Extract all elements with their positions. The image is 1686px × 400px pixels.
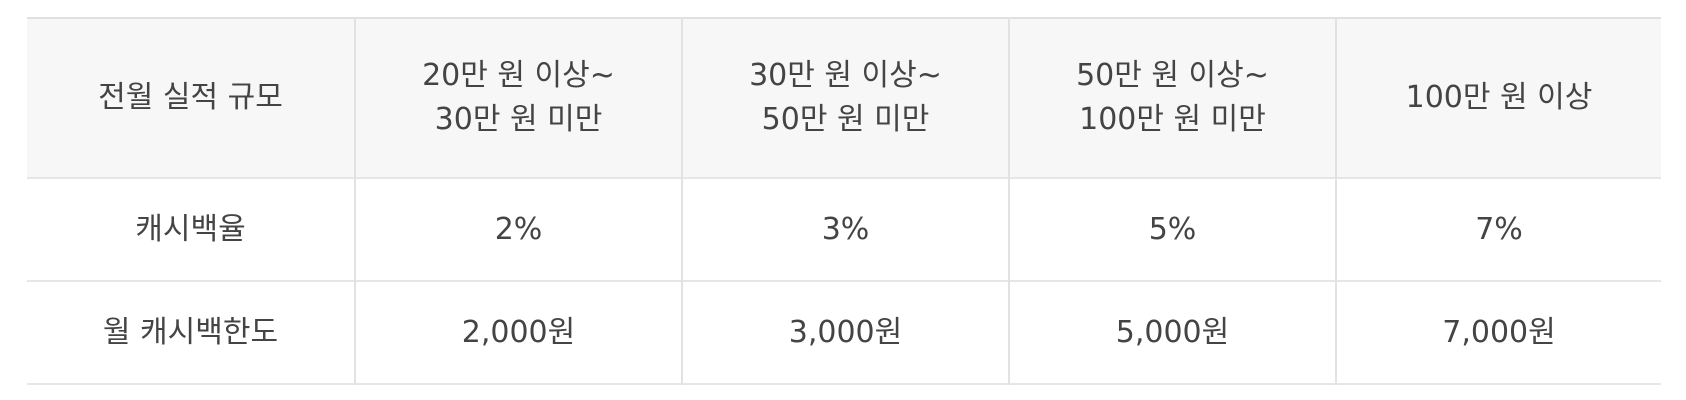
cashback-rate-cell-2: 3% [681,178,1009,281]
header-row: 전월 실적 규모 20만 원 이상~ 30만 원 미만 30만 원 이상~ 50… [27,18,1661,178]
table-row-cashback-rate: 캐시백율 2% 3% 5% 7% [27,178,1661,281]
tier-1-line-2: 30만 원 미만 [434,102,603,137]
tier-2-line-1: 30만 원 이상~ [749,58,942,93]
cashback-table-container: 전월 실적 규모 20만 원 이상~ 30만 원 미만 30만 원 이상~ 50… [27,17,1661,385]
tier-2-line-2: 50만 원 미만 [761,102,930,137]
tier-1-line-1: 20만 원 이상~ [422,58,615,93]
monthly-limit-cell-3: 5,000원 [1008,281,1336,384]
table-row-monthly-limit: 월 캐시백한도 2,000원 3,000원 5,000원 7,000원 [27,281,1661,384]
header-tier-cell-1: 20만 원 이상~ 30만 원 미만 [354,18,682,178]
cashback-tier-table: 전월 실적 규모 20만 원 이상~ 30만 원 미만 30만 원 이상~ 50… [27,17,1661,385]
monthly-limit-cell-4: 7,000원 [1335,281,1661,384]
header-tier-cell-3: 50만 원 이상~ 100만 원 미만 [1008,18,1336,178]
monthly-limit-cell-2: 3,000원 [681,281,1009,384]
cashback-rate-cell-1: 2% [354,178,682,281]
header-tier-cell-4: 100만 원 이상 [1335,18,1661,178]
row-label-cashback-rate: 캐시백율 [135,211,246,247]
header-tier-cell-2: 30만 원 이상~ 50만 원 미만 [681,18,1009,178]
cashback-rate-cell-4: 7% [1335,178,1661,281]
header-label-cell: 전월 실적 규모 [27,18,355,178]
cashback-rate-cell-3: 5% [1008,178,1336,281]
monthly-limit-cell-1: 2,000원 [354,281,682,384]
tier-4-line-1: 100만 원 이상 [1405,80,1593,115]
header-label-text: 전월 실적 규모 [98,80,283,115]
row-label-monthly-limit: 월 캐시백한도 [102,314,279,350]
tier-3-line-2: 100만 원 미만 [1079,102,1266,137]
tier-3-line-1: 50만 원 이상~ [1076,58,1269,93]
